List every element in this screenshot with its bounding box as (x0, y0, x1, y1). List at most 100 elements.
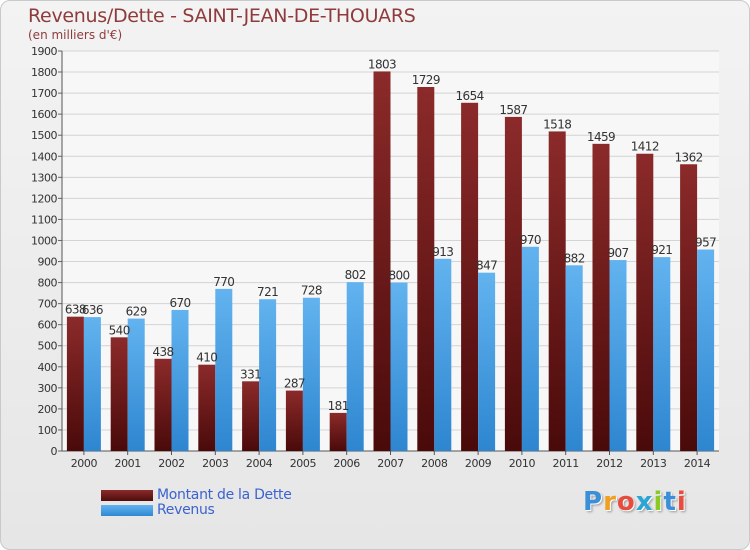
x-tick-label: 2007 (377, 457, 404, 470)
proxiti-logo: Proxiti (583, 487, 687, 517)
data-label-debt: 1459 (587, 130, 615, 144)
data-label-debt: 1654 (456, 89, 484, 103)
x-tick-label: 2006 (333, 457, 360, 470)
data-label-revenue: 670 (169, 296, 190, 310)
y-tick-label: 1800 (31, 66, 57, 79)
y-tick-label: 1300 (31, 171, 57, 184)
data-label-debt: 331 (240, 367, 261, 381)
data-label-debt: 638 (65, 303, 86, 317)
data-label-debt: 287 (284, 377, 305, 391)
x-tick-label: 2005 (290, 457, 317, 470)
y-tick-label: 900 (38, 256, 58, 269)
bar-debt (110, 337, 128, 451)
x-tick-label: 2001 (114, 457, 140, 470)
bar-debt (66, 316, 84, 451)
logo-letter: o (616, 487, 636, 517)
y-tick-label: 1700 (31, 87, 57, 100)
data-label-debt: 1803 (368, 57, 396, 71)
chart-subtitle: (en milliers d'€) (28, 28, 123, 42)
data-label-revenue: 921 (651, 243, 672, 257)
logo-letter: i (676, 487, 687, 517)
bar-debt (417, 87, 435, 451)
bar-debt (461, 102, 479, 451)
y-tick-label: 500 (38, 340, 58, 353)
legend-swatch-debt (101, 490, 153, 501)
data-label-debt: 1587 (499, 103, 527, 117)
y-tick-label: 300 (38, 382, 58, 395)
bar-debt (504, 116, 522, 451)
data-label-debt: 1518 (543, 117, 571, 131)
data-label-revenue: 913 (432, 245, 453, 259)
bar-revenue (609, 260, 627, 451)
data-label-revenue: 970 (520, 233, 541, 247)
data-label-debt: 1362 (675, 150, 703, 164)
bar-revenue (259, 299, 277, 451)
bar-revenue (434, 258, 452, 451)
bar-revenue (83, 317, 101, 451)
x-tick-label: 2003 (202, 457, 229, 470)
x-tick-label: 2000 (71, 457, 98, 470)
chart-title: Revenus/Dette - SAINT-JEAN-DE-THOUARS (28, 5, 416, 27)
bar-debt (198, 364, 216, 451)
bar-revenue (521, 246, 539, 451)
x-tick-label: 2009 (465, 457, 492, 470)
bar-debt (548, 131, 566, 451)
data-label-revenue: 882 (564, 251, 585, 265)
data-label-revenue: 800 (388, 269, 409, 283)
bar-revenue (215, 288, 233, 451)
data-label-debt: 181 (328, 399, 349, 413)
y-tick-label: 200 (38, 403, 58, 416)
data-label-revenue: 728 (301, 284, 322, 298)
bar-revenue (171, 309, 189, 451)
bar-revenue (302, 297, 320, 451)
bar-debt (242, 381, 260, 451)
logo-letter: x (635, 487, 654, 517)
y-tick-label: 1400 (31, 150, 57, 163)
logo-letter: t (663, 487, 677, 517)
bar-revenue (127, 318, 145, 451)
bar-debt (285, 390, 303, 451)
x-tick-label: 2002 (158, 457, 184, 470)
data-label-revenue: 957 (695, 236, 716, 250)
x-tick-label: 2013 (640, 457, 667, 470)
y-tick-label: 1200 (31, 192, 57, 205)
y-tick-label: 1000 (31, 234, 57, 247)
bar-debt (329, 412, 347, 451)
y-tick-label: 1900 (31, 45, 57, 58)
y-tick-label: 0 (51, 445, 58, 458)
x-tick-label: 2008 (421, 457, 448, 470)
x-tick-label: 2004 (246, 457, 273, 470)
data-label-revenue: 802 (345, 268, 366, 282)
bar-revenue (697, 249, 715, 451)
data-label-debt: 410 (196, 351, 217, 365)
data-label-revenue: 770 (213, 275, 234, 289)
bar-revenue (565, 265, 583, 451)
logo-letter: r (603, 487, 617, 517)
bar-revenue (653, 257, 671, 451)
bar-debt (154, 358, 172, 451)
data-label-revenue: 847 (476, 259, 497, 273)
y-tick-label: 800 (38, 277, 58, 290)
x-tick-label: 2012 (596, 457, 622, 470)
logo-letter: i (653, 487, 664, 517)
bar-debt (636, 153, 654, 451)
y-tick-label: 700 (38, 298, 58, 311)
bar-revenue (390, 282, 408, 451)
data-label-debt: 1412 (631, 140, 659, 154)
data-label-revenue: 629 (126, 305, 147, 319)
legend-label-revenue: Revenus (157, 502, 215, 518)
y-tick-label: 600 (38, 319, 58, 332)
data-label-revenue: 907 (607, 246, 628, 260)
y-tick-label: 100 (38, 424, 58, 437)
bar-revenue (346, 282, 364, 451)
bar-debt (680, 164, 698, 451)
data-label-debt: 540 (109, 323, 130, 337)
data-label-revenue: 636 (82, 303, 103, 317)
bar-debt (592, 143, 610, 451)
x-tick-label: 2010 (509, 457, 536, 470)
y-tick-label: 1500 (31, 129, 57, 142)
logo-letter: P (583, 487, 604, 517)
legend-label-debt: Montant de la Dette (157, 487, 292, 503)
